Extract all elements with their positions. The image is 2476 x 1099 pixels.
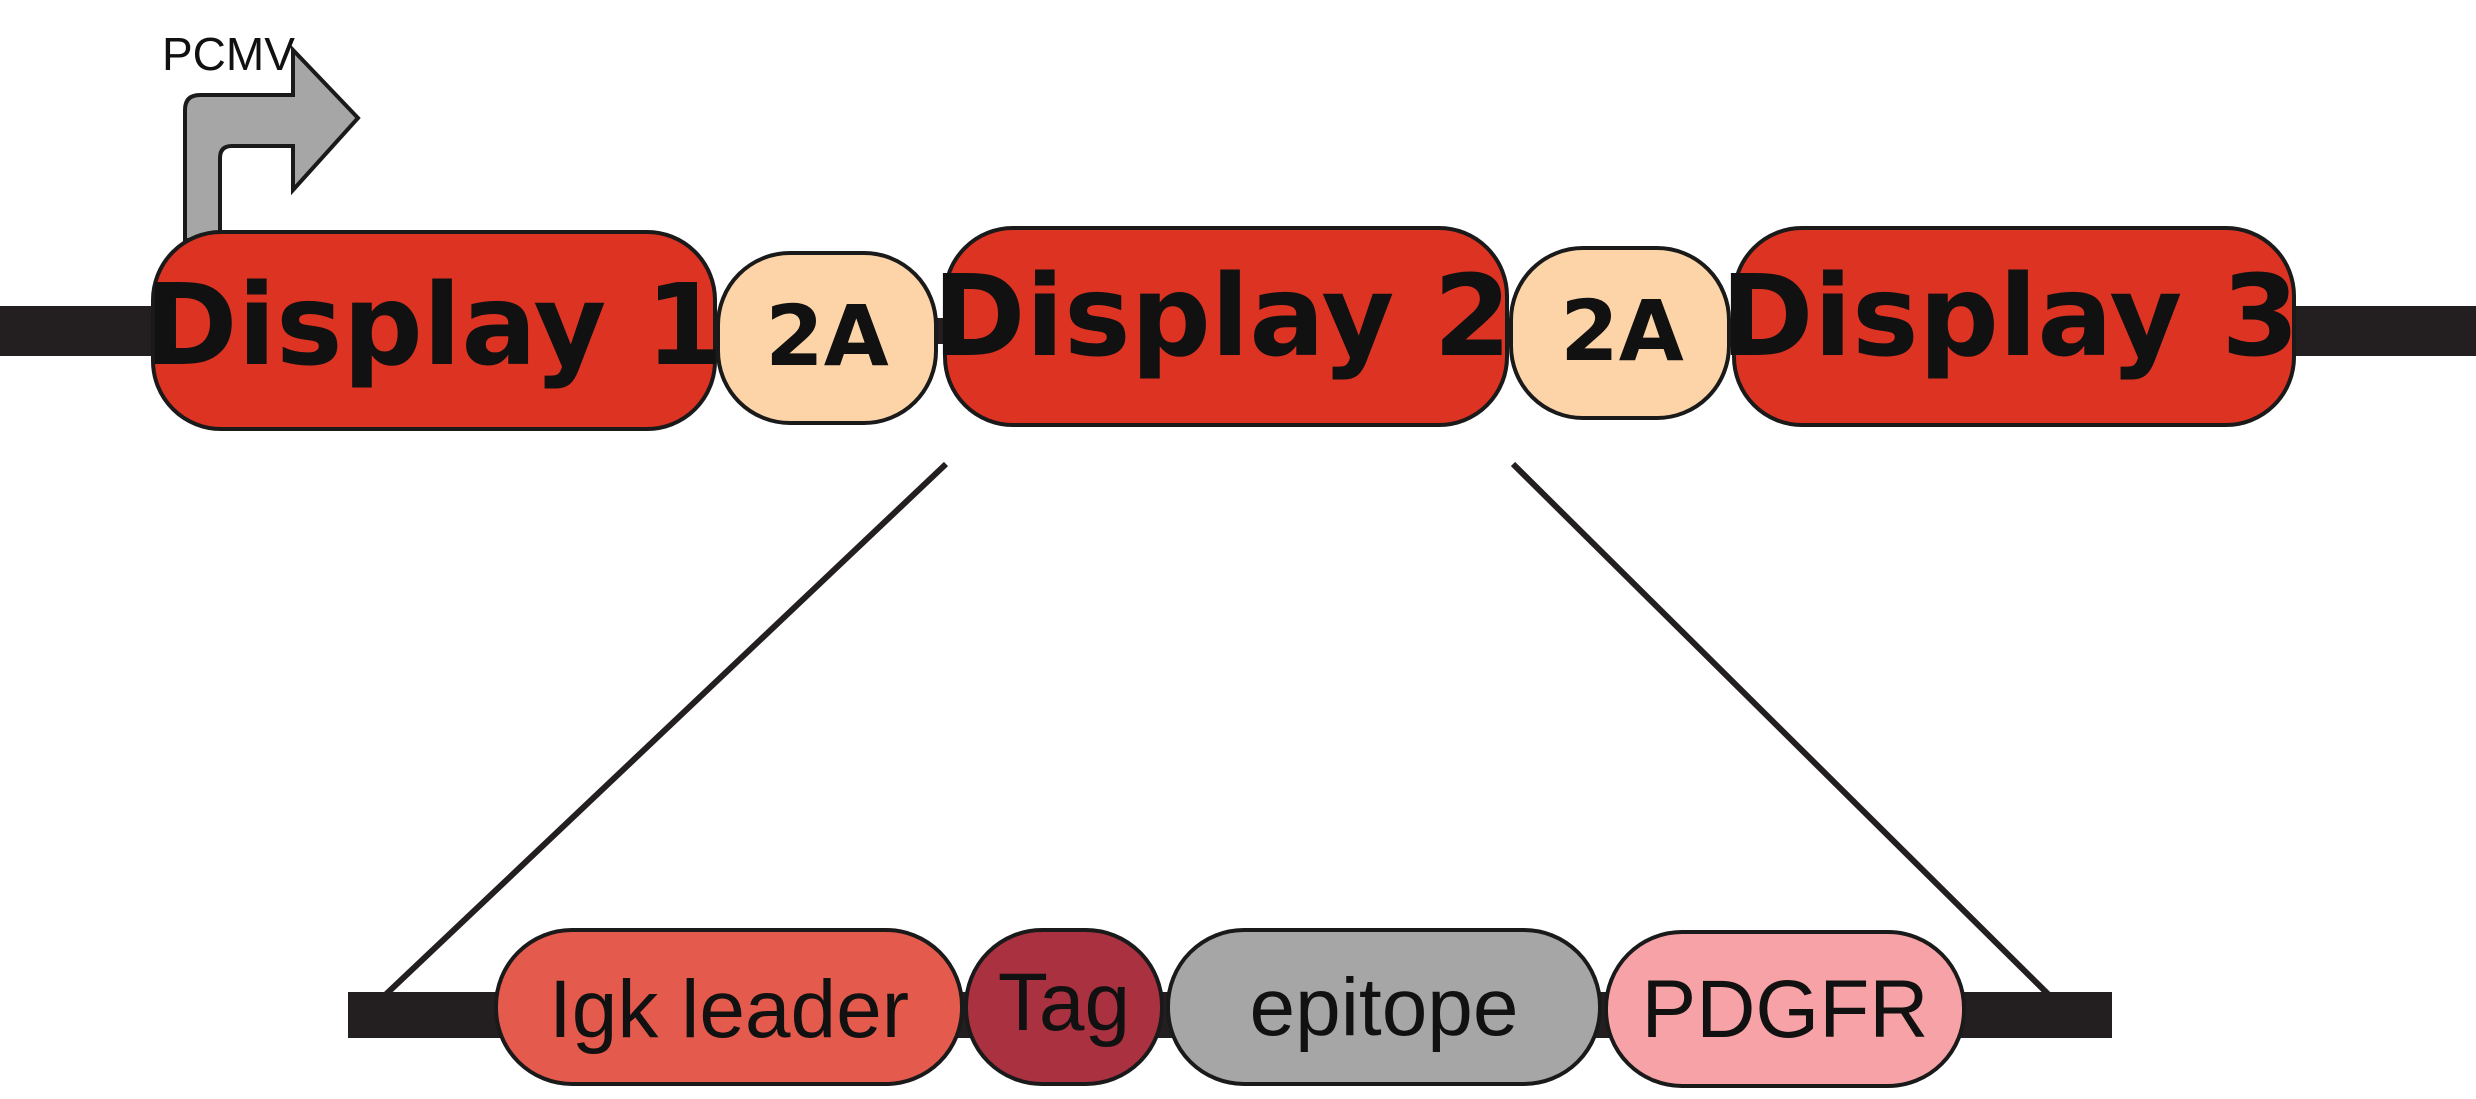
segment-display-2: Display 2 xyxy=(933,226,1512,427)
expansion-line-left xyxy=(377,461,949,1003)
segment-pdgfr-label: PDGFR xyxy=(1642,964,1929,1055)
segment-2a-1: 2A xyxy=(716,251,938,425)
segment-igk-leader: Igk leader xyxy=(494,928,964,1086)
segment-2a-2: 2A xyxy=(1509,246,1731,420)
top-backbone-right xyxy=(2290,306,2476,356)
segment-tag-label: Tag xyxy=(998,957,1130,1048)
segment-display-3-label: Display 3 xyxy=(1721,252,2300,382)
segment-epitope-label: epitope xyxy=(1249,962,1518,1053)
top-backbone-left xyxy=(0,306,160,356)
segment-2a-1-label: 2A xyxy=(765,287,888,385)
segment-pdgfr: PDGFR xyxy=(1604,930,1966,1088)
segment-display-1-label: Display 1 xyxy=(145,261,724,391)
expansion-line-right xyxy=(1510,461,2057,1003)
segment-epitope: epitope xyxy=(1166,928,1602,1086)
segment-display-3: Display 3 xyxy=(1721,226,2300,427)
segment-display-1: Display 1 xyxy=(145,230,724,431)
segment-igk-leader-label: Igk leader xyxy=(549,964,909,1055)
segment-2a-2-label: 2A xyxy=(1560,282,1683,380)
segment-tag: Tag xyxy=(964,928,1164,1086)
promoter-label: PCMV xyxy=(162,28,295,80)
segment-display-2-label: Display 2 xyxy=(933,252,1512,382)
promoter-arrow-icon xyxy=(183,45,361,242)
